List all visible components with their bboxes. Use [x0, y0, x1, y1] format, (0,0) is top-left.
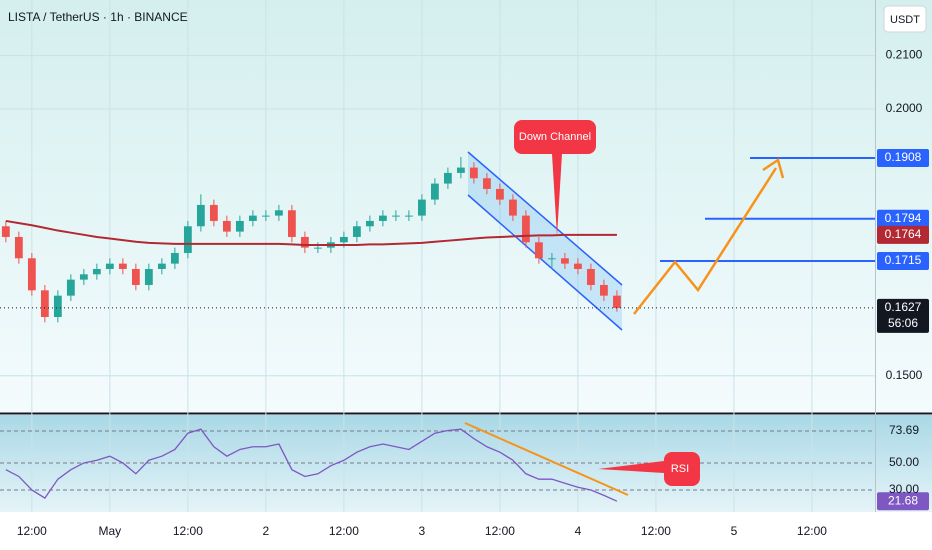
candle-body — [170, 252, 179, 264]
x-tick-label: May — [99, 524, 122, 538]
candle-body — [222, 220, 231, 232]
candle-body — [365, 220, 374, 227]
candle-body — [378, 215, 387, 221]
ma-tag: 0.1764 — [885, 227, 922, 241]
last-price: 0.1627 — [885, 300, 922, 314]
candle-body — [430, 183, 439, 200]
ma-tag-bg — [877, 225, 929, 244]
candle-body — [470, 167, 478, 179]
candle-body — [287, 210, 296, 237]
marks — [0, 156, 875, 502]
level-tag: 0.1715 — [885, 253, 922, 267]
ma-line — [5, 219, 617, 246]
channel-upper — [467, 151, 623, 286]
level-tag-bg — [877, 251, 929, 270]
candle-body — [444, 172, 452, 184]
symbol-title: LISTA / TetherUS · 1h · BINANCE — [8, 10, 188, 24]
annotation-bubble — [598, 451, 700, 486]
arrow-head — [762, 158, 785, 179]
projection-arrow — [633, 167, 778, 315]
x-tick-label: 12:00 — [17, 524, 47, 538]
rsi-tick-label: 50.00 — [889, 455, 919, 469]
level-tag-bg — [877, 209, 929, 228]
y-tick-label: 0.2000 — [886, 101, 923, 115]
x-tick-label: 12:00 — [797, 524, 827, 538]
candle-body — [300, 236, 309, 248]
candle-body — [261, 215, 270, 217]
time-axis — [0, 512, 932, 550]
candle-body — [274, 210, 283, 216]
y-tick-label: 0.1500 — [886, 368, 923, 382]
currency-box — [883, 5, 927, 33]
candle-body — [235, 220, 244, 232]
candle-body — [535, 242, 543, 259]
candle-body — [561, 258, 569, 264]
level-tag: 0.1794 — [885, 211, 922, 225]
rsi-last-bg — [877, 492, 929, 511]
candle-body — [496, 188, 504, 200]
candle-body — [144, 268, 153, 285]
candle-body — [131, 268, 140, 285]
annotation-bubble — [514, 120, 596, 236]
candle-body — [118, 263, 127, 269]
annotation: RSI — [671, 463, 689, 475]
tags: 0.1908 0.1794 0.1715 0.1764 0.1627 56:06 21.68 — [877, 148, 929, 511]
candle-body — [339, 236, 348, 243]
candle-body — [209, 204, 218, 221]
x-tick-label: 12:00 — [641, 524, 671, 538]
rsi-pane — [0, 415, 932, 512]
level-tag-bg — [877, 148, 929, 167]
candle-body — [196, 204, 205, 227]
candle-body — [587, 268, 595, 285]
rsi-line — [5, 428, 618, 502]
candle-body — [404, 215, 413, 217]
candle-body — [53, 295, 62, 318]
candle-body — [66, 279, 75, 296]
candle-body — [548, 258, 556, 260]
candle-body — [613, 295, 621, 308]
x-tick-label: 12:00 — [485, 524, 515, 538]
candle-body — [391, 215, 400, 217]
rsi-trendline — [464, 422, 629, 496]
candle-body — [509, 199, 517, 216]
candle-body — [105, 263, 114, 269]
annotation: Down Channel — [519, 131, 591, 143]
rsi-tick-label: 30.00 — [889, 482, 919, 496]
y-tick-label: 0.2100 — [886, 48, 923, 62]
rsi-tick-label: 73.69 — [889, 423, 919, 437]
candle-body — [417, 199, 426, 216]
countdown: 56:06 — [888, 316, 918, 330]
candle-body — [483, 178, 491, 189]
candle-body — [157, 263, 166, 269]
x-tick-label: 12:00 — [329, 524, 359, 538]
channel-fill — [468, 152, 622, 330]
main-pane — [0, 0, 932, 412]
candle-body — [1, 226, 10, 237]
candle-body — [574, 263, 582, 269]
x-tick-label: 2 — [263, 524, 270, 538]
candle-body — [92, 268, 101, 275]
candle-body — [457, 167, 465, 173]
candle-body — [600, 284, 608, 296]
candle-body — [14, 236, 23, 259]
x-tick-label: 4 — [575, 524, 582, 538]
candle-body — [79, 274, 88, 280]
candle-body — [352, 226, 361, 237]
candle-body — [27, 258, 36, 291]
level-tag: 0.1908 — [885, 150, 922, 164]
x-tick-label: 12:00 — [173, 524, 203, 538]
rsi-last: 21.68 — [888, 493, 918, 507]
currency: USDT — [890, 14, 920, 26]
x-tick-label: 5 — [731, 524, 738, 538]
last-price-bg — [877, 298, 929, 333]
grid — [0, 0, 875, 512]
candle-body — [313, 247, 322, 249]
x-tick-label: 3 — [419, 524, 426, 538]
candle-body — [183, 226, 192, 253]
candle-body — [40, 290, 49, 318]
candle-body — [522, 215, 530, 243]
candle-body — [248, 215, 257, 221]
